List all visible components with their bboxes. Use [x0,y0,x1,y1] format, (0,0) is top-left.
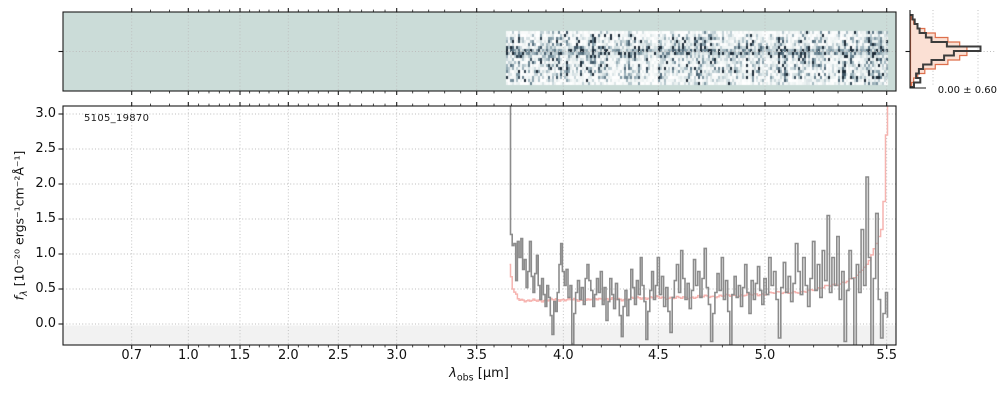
noise-stat-label: 0.00 ± 0.60 [926,85,998,96]
x-axis-title: λobs [μm] [409,366,549,384]
x-tick-label: 0.7 [121,348,143,363]
x-tick-label: 4.5 [647,348,669,363]
x-tick-label: 1.0 [177,348,199,363]
y-tick-label: 1.0 [35,246,56,261]
x-axis-subscript: obs [456,372,474,384]
y-tick-label: 2.5 [35,141,56,156]
y-axis-symbol: f [11,295,27,301]
y-axis-unit: [10⁻²⁰ ergs⁻¹cm⁻²Å⁻¹] [11,150,27,291]
x-tick-label: 3.5 [466,348,488,363]
y-tick-label: 0.0 [35,316,56,331]
x-tick-label: 2.5 [327,348,349,363]
x-tick-label: 5.5 [876,348,898,363]
x-tick-label: 5.0 [754,348,776,363]
y-tick-label: 2.0 [35,176,56,191]
y-tick-label: 3.0 [35,106,56,121]
x-axis-symbol: λ [449,366,457,381]
x-axis-unit: [μm] [473,366,509,381]
x-tick-label: 2.0 [277,348,299,363]
y-axis-subscript: λ [19,290,30,296]
y-axis-title: fλ [10⁻²⁰ ergs⁻¹cm⁻²Å⁻¹] [11,111,31,341]
object-id-label: 5105_19870 [84,113,150,124]
x-tick-label: 1.5 [229,348,251,363]
x-tick-label: 4.0 [552,348,574,363]
y-tick-label: 1.5 [35,211,56,226]
x-tick-label: 3.0 [386,348,408,363]
y-tick-label: 0.5 [35,281,56,296]
